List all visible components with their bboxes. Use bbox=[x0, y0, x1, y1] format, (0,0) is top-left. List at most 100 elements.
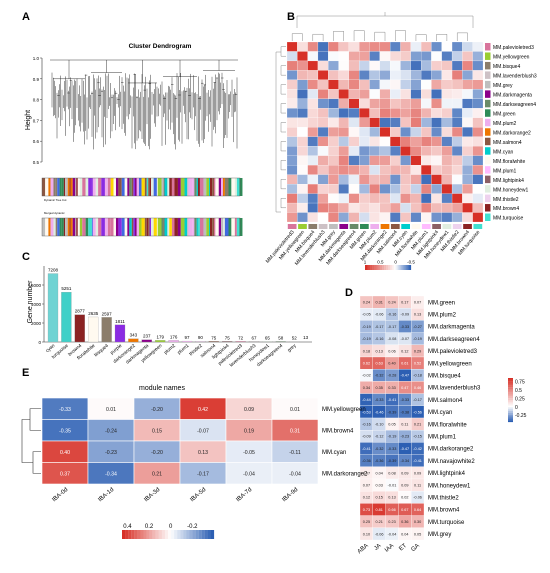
b-cell bbox=[369, 146, 380, 156]
b-cell bbox=[462, 127, 473, 137]
a-band-merged bbox=[104, 218, 108, 236]
b-color-legend: 1 0.5 0 -0.5 bbox=[364, 260, 415, 270]
b-cell bbox=[462, 108, 473, 118]
b-cell bbox=[390, 155, 401, 166]
a-band-merged bbox=[133, 218, 135, 236]
b-cell bbox=[359, 136, 370, 147]
b-cell bbox=[317, 174, 329, 185]
a-band-merged bbox=[69, 218, 71, 236]
c-category-label: grey bbox=[286, 343, 297, 354]
a-band-merged bbox=[67, 218, 70, 236]
a-band-dynamic bbox=[50, 178, 54, 196]
b-cell bbox=[431, 174, 442, 185]
c-value-label: 5251 bbox=[61, 286, 72, 291]
b-cell bbox=[328, 79, 339, 90]
a-band-merged bbox=[136, 218, 139, 236]
c-value-label: 179 bbox=[156, 334, 164, 339]
d-row-label: MM.darkmagenta bbox=[428, 325, 475, 331]
c-value-label: 176 bbox=[170, 334, 178, 339]
d-cell-value: -0.44 bbox=[362, 398, 371, 402]
b-row-label: MM.brown4 bbox=[493, 206, 519, 212]
a-dendrogram-branches bbox=[50, 59, 238, 150]
b-cell bbox=[390, 108, 401, 118]
b-cell bbox=[317, 79, 329, 90]
b-row-label: MM.thistle2 bbox=[493, 197, 519, 203]
b-col-swatch bbox=[298, 224, 307, 229]
b-cell bbox=[421, 51, 432, 62]
c-value-label: 67 bbox=[251, 335, 257, 340]
a-y-tick-label: 0.8 bbox=[33, 98, 40, 103]
a-band-merged bbox=[77, 218, 80, 236]
b-cell bbox=[431, 98, 442, 109]
b-cell bbox=[431, 193, 442, 204]
b-legend-step bbox=[372, 265, 375, 270]
b-legend-step bbox=[368, 265, 371, 270]
b-legend-step bbox=[401, 265, 404, 270]
d-cell-value: -0.17 bbox=[375, 325, 384, 329]
b-cell bbox=[307, 98, 319, 109]
a-band-dynamic bbox=[221, 178, 223, 196]
b-row-label: MM.plum2 bbox=[493, 121, 517, 127]
b-row-swatch bbox=[485, 204, 491, 212]
d-cell-value: 0.18 bbox=[363, 349, 370, 353]
b-row-swatch bbox=[485, 213, 491, 221]
b-cell bbox=[328, 193, 339, 204]
a-band-merged bbox=[134, 218, 137, 236]
b-cell bbox=[317, 108, 329, 118]
d-cell-value: -0.47 bbox=[400, 374, 409, 378]
d-cell-value: -0.06 bbox=[413, 496, 422, 500]
d-row-label: MM.darkseagreen4 bbox=[428, 337, 480, 343]
b-cell bbox=[369, 165, 380, 175]
d-legend-step bbox=[508, 412, 513, 415]
b-cell bbox=[400, 193, 411, 204]
b-cell bbox=[441, 98, 453, 109]
b-legend-step bbox=[366, 265, 369, 270]
d-legend-label: 0 bbox=[515, 405, 518, 411]
c-bar bbox=[181, 340, 193, 343]
e-row-label: MM.yellowgreen bbox=[322, 407, 366, 413]
d-cell-value: -0.04 bbox=[388, 532, 397, 536]
b-col-swatch bbox=[360, 224, 369, 229]
panel-b-eigengene-heatmap: MM.palevioletred3 MM.yellowgreen MM.bisque… bbox=[265, 12, 537, 270]
b-col-swatch bbox=[308, 224, 318, 229]
b-cell bbox=[462, 146, 473, 156]
c-bar bbox=[128, 338, 139, 343]
a-band-dynamic bbox=[199, 178, 204, 196]
b-cell bbox=[441, 60, 453, 71]
b-cell bbox=[431, 127, 442, 137]
b-cell bbox=[307, 108, 319, 118]
a-band-merged bbox=[101, 218, 105, 236]
a-band-merged bbox=[70, 218, 73, 236]
b-cell bbox=[297, 136, 308, 147]
d-legend-label: 0.75 bbox=[515, 379, 525, 385]
a-band-dynamic bbox=[42, 178, 46, 196]
b-legend-step bbox=[378, 265, 381, 270]
b-cell bbox=[390, 79, 401, 90]
b-col-swatch bbox=[411, 224, 421, 229]
b-cell bbox=[338, 174, 349, 185]
b-cell bbox=[369, 70, 380, 80]
b-cell bbox=[369, 184, 380, 194]
b-cell bbox=[328, 174, 339, 185]
a-band-merged bbox=[167, 218, 170, 236]
b-legend-label: 0.5 bbox=[377, 260, 384, 265]
a-band-dynamic bbox=[209, 178, 210, 196]
e-legend-step bbox=[158, 530, 162, 539]
b-cell bbox=[472, 202, 484, 213]
d-cell-value: 0.67 bbox=[401, 508, 408, 512]
b-row-label: MM.lavenderblush3 bbox=[493, 74, 537, 80]
b-cell bbox=[390, 202, 401, 213]
b-cell bbox=[451, 60, 463, 71]
e-legend-label: -0.2 bbox=[187, 524, 198, 530]
d-row-label: MM.floralwhite bbox=[428, 422, 467, 428]
c-bar bbox=[114, 324, 126, 343]
b-cell bbox=[338, 146, 349, 156]
a-band-dynamic bbox=[177, 178, 181, 196]
a-band-merged bbox=[131, 218, 134, 236]
b-cell bbox=[328, 165, 339, 175]
b-cell bbox=[390, 184, 401, 194]
b-cell bbox=[379, 165, 391, 175]
a-band-dynamic bbox=[224, 178, 229, 196]
b-cell bbox=[286, 108, 298, 118]
a-band-merged bbox=[206, 218, 210, 236]
